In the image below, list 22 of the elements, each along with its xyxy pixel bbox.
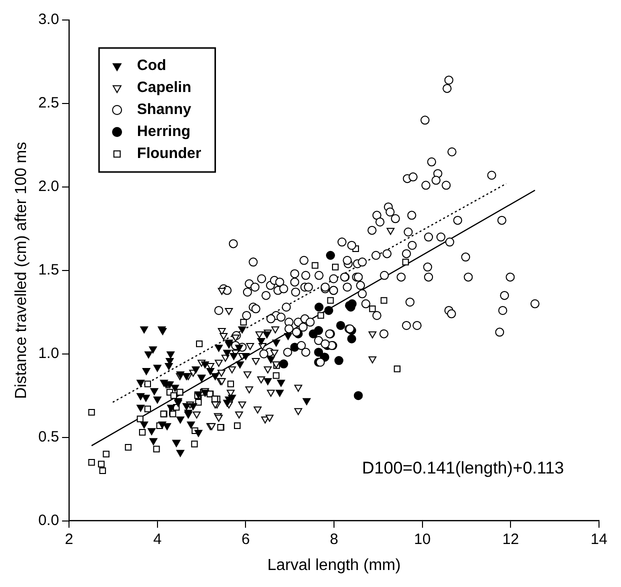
y-tick-label: 0.5 bbox=[38, 428, 60, 446]
x-tick-label: 8 bbox=[330, 530, 338, 548]
x-tick-label: 14 bbox=[590, 530, 608, 548]
legend-label: Flounder bbox=[137, 145, 202, 162]
x-tick-label: 6 bbox=[242, 530, 250, 548]
x-tick-label: 10 bbox=[414, 530, 431, 548]
legend-label: Shanny bbox=[137, 101, 192, 118]
y-tick-label: 2.0 bbox=[38, 178, 60, 196]
legend-label: Herring bbox=[137, 123, 190, 140]
legend-label: Cod bbox=[137, 57, 166, 74]
y-tick-label: 2.5 bbox=[38, 94, 60, 112]
annotation: D100=0.141(length)+0.113 bbox=[362, 458, 564, 478]
y-tick-label: 1.5 bbox=[38, 262, 60, 279]
x-tick-label: 4 bbox=[153, 530, 162, 548]
y-tick-label: 3.0 bbox=[38, 11, 60, 28]
x-tick-label: 2 bbox=[64, 530, 74, 548]
x-tick-label: 12 bbox=[502, 530, 520, 548]
x-axis-title: Larval length (mm) bbox=[267, 556, 401, 574]
y-tick-label: 0.0 bbox=[38, 512, 60, 529]
y-tick-label: 1.0 bbox=[38, 345, 60, 362]
legend-label: Capelin bbox=[137, 79, 192, 96]
y-axis-title: Distance travelled (cm) after 100 ms bbox=[13, 142, 30, 399]
